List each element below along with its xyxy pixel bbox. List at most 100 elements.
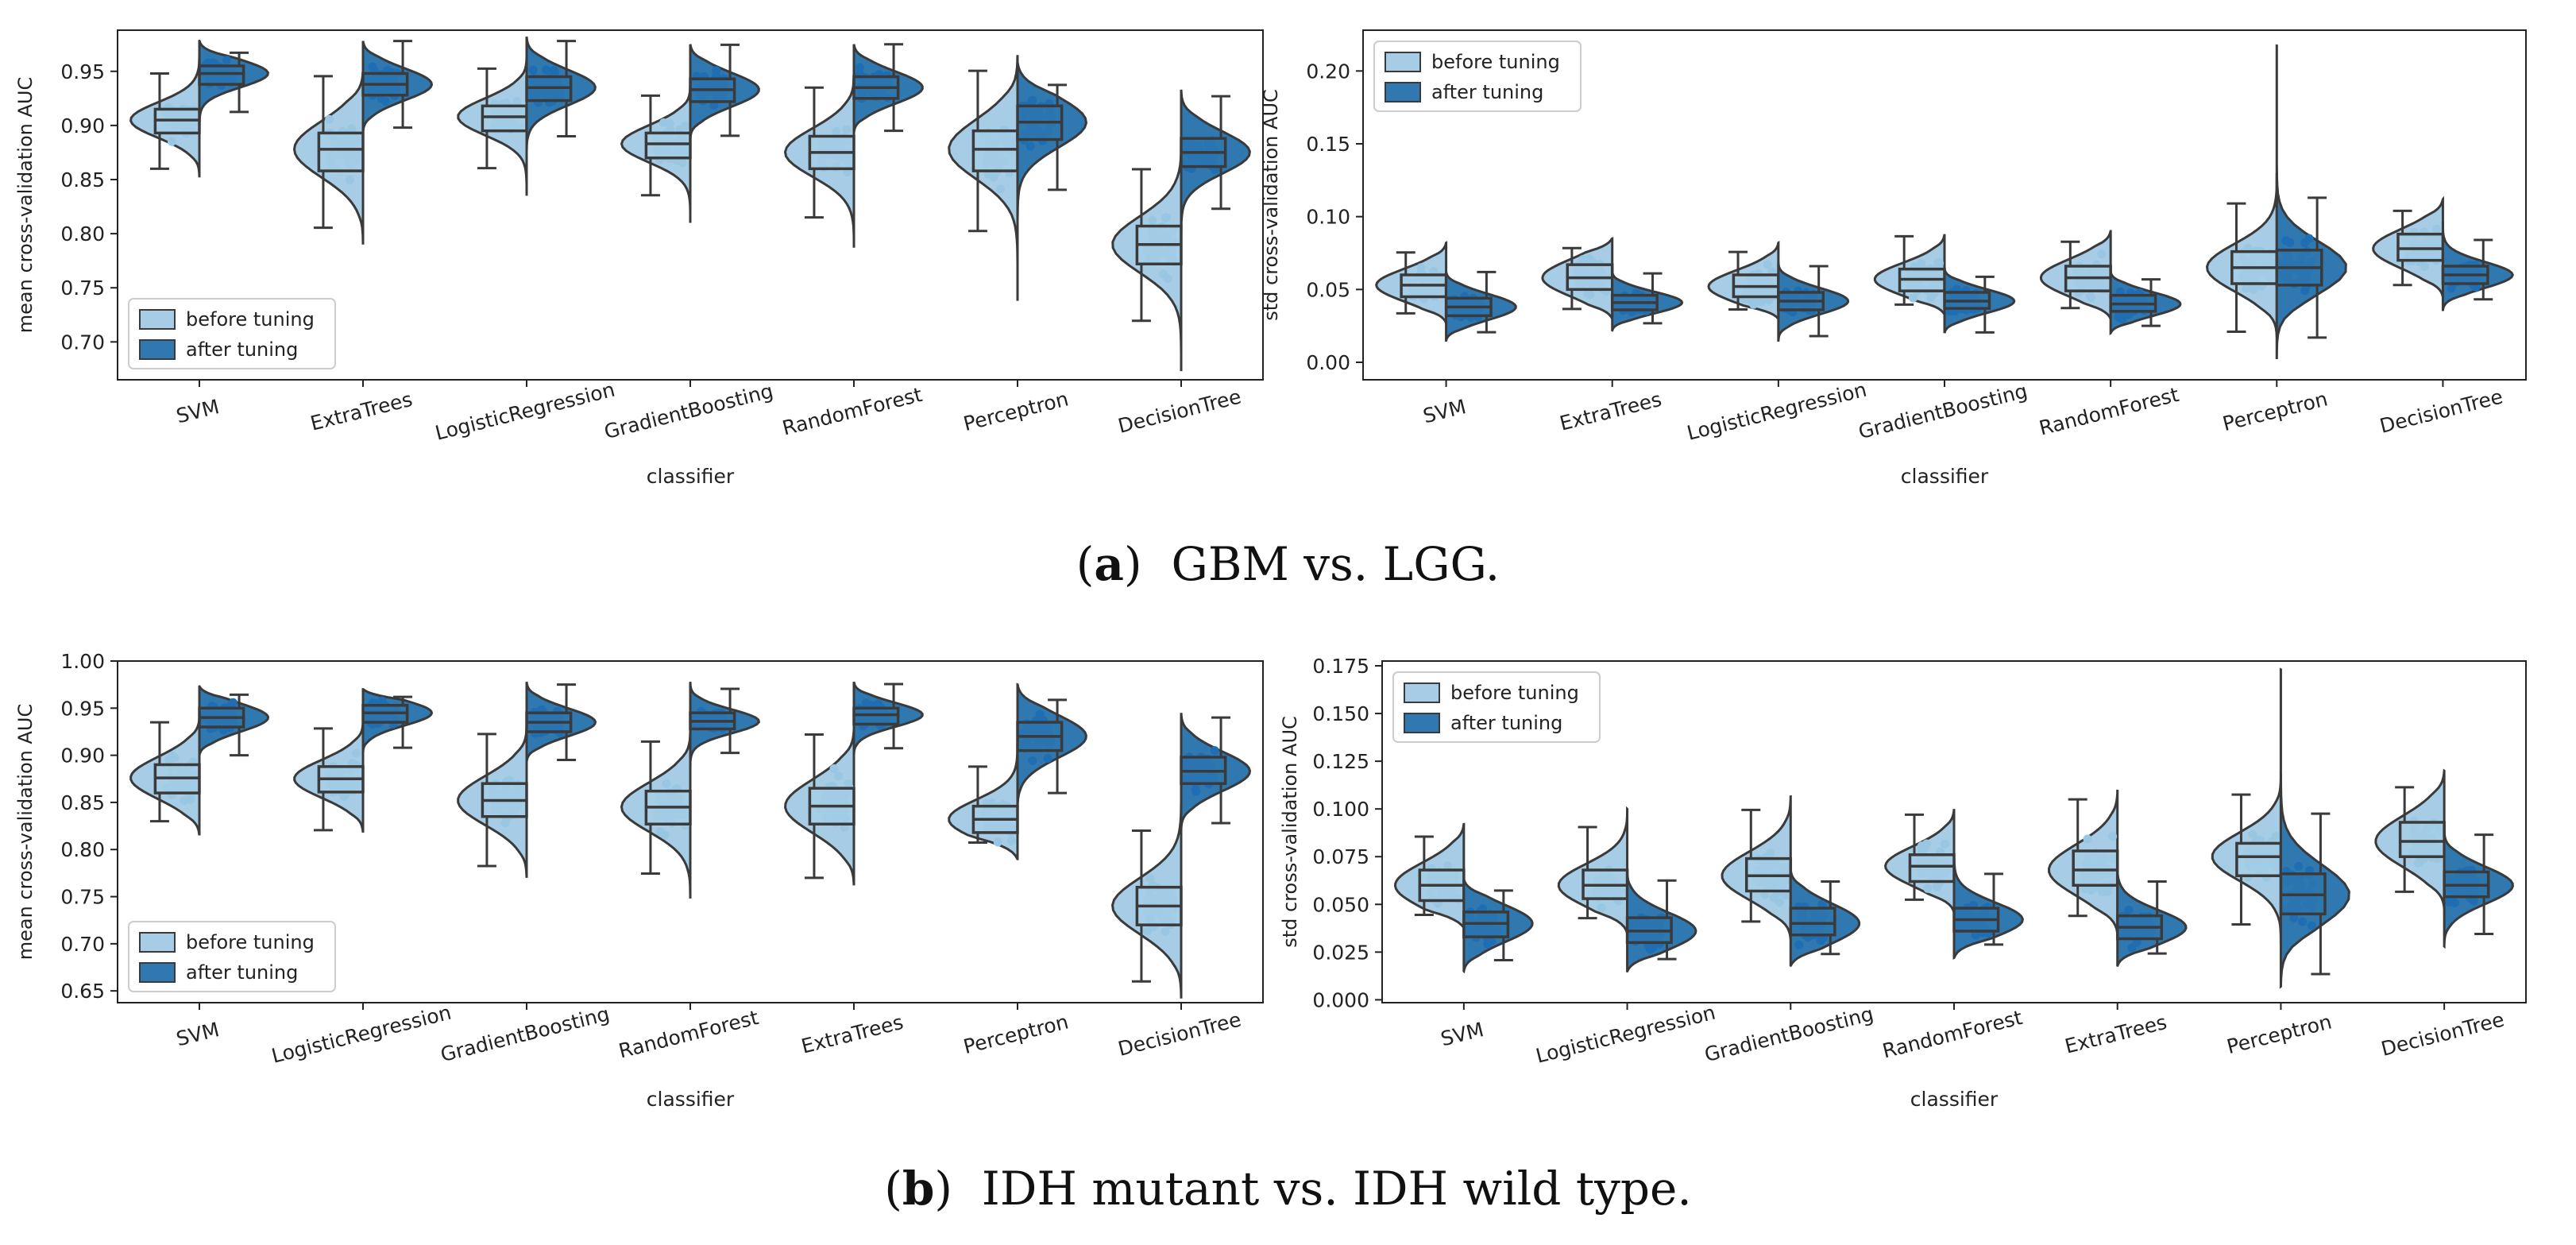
violin-after-Perceptron <box>1016 60 1088 248</box>
strip-point <box>2445 897 2454 907</box>
strip-point <box>351 748 361 758</box>
x-tick-label: LogisticRegression <box>433 378 617 445</box>
box-before-ExtraTrees <box>317 131 365 172</box>
box-before-LogisticRegression <box>481 104 528 133</box>
strip-point <box>528 65 538 75</box>
legend-swatch-before <box>1385 52 1421 72</box>
strip-point <box>1006 836 1016 845</box>
strip-point <box>1161 213 1171 222</box>
x-tick-label: GradientBoosting <box>438 1002 612 1066</box>
y-axis-label: mean cross-validation AUC <box>14 704 37 960</box>
x-tick-label: LogisticRegression <box>1685 378 1869 445</box>
legend: before tuning after tuning <box>1392 671 1601 743</box>
x-tick-label: ExtraTrees <box>2063 1011 2169 1058</box>
strip-point <box>1816 936 1825 945</box>
y-tick-label: 0.05 <box>1306 278 1350 301</box>
legend-label-before: before tuning <box>1450 682 1579 704</box>
strip-point <box>1025 141 1035 151</box>
legend-swatch-before <box>139 932 176 953</box>
strip-point <box>347 124 357 133</box>
legend: before tuning after tuning <box>1373 41 1582 112</box>
y-tick-label: 0.000 <box>1312 988 1369 1011</box>
box-before-Perceptron <box>971 129 1019 172</box>
strip-point <box>1760 890 1770 899</box>
legend-swatch-after <box>139 339 176 360</box>
strip-point <box>2242 284 2250 293</box>
strip-point <box>1932 882 1941 891</box>
x-tick-label: RandomForest <box>1880 1006 2025 1063</box>
y-tick-label: 0.100 <box>1312 798 1369 821</box>
strip-point <box>1917 259 1926 269</box>
legend-swatch-after <box>1404 713 1440 733</box>
y-tick-label: 0.75 <box>60 886 105 909</box>
strip-point <box>1416 263 1426 273</box>
legend-label-before: before tuning <box>186 931 315 953</box>
strip-point <box>2248 829 2257 839</box>
y-tick-label: 0.075 <box>1312 845 1369 868</box>
y-tick-label: 0.95 <box>60 697 105 720</box>
violin-after-Perceptron <box>2275 44 2347 359</box>
strip-point <box>989 172 998 182</box>
x-tick-label: LogisticRegression <box>1534 1001 1718 1068</box>
legend-box <box>128 921 336 992</box>
caption-b-label: b <box>902 1162 935 1216</box>
y-tick-label: 0.20 <box>1306 60 1350 83</box>
strip-point <box>1583 288 1593 298</box>
strip-point <box>1921 839 1931 849</box>
box-after-GradientBoosting <box>1789 907 1836 937</box>
strip-point <box>167 137 176 146</box>
strip-point <box>2087 885 2096 895</box>
strip-point <box>380 97 390 106</box>
chart-a-std: 0.00 0.05 0.10 0.15 0.20 std cross-validation… <box>1260 29 2527 488</box>
strip-point <box>1763 260 1772 269</box>
strip-point <box>2420 262 2429 272</box>
strip-point <box>2298 917 2308 926</box>
y-tick-label: 0.15 <box>1306 133 1350 156</box>
strip-point <box>170 753 180 763</box>
strip-point <box>325 114 334 124</box>
strip-point <box>1210 746 1219 756</box>
y-tick-label: 0.75 <box>60 276 105 300</box>
legend-label-after: after tuning <box>1450 712 1562 734</box>
box-before-Perceptron <box>2235 841 2283 878</box>
strip-point <box>1972 930 1980 940</box>
legend-swatch-after <box>1385 82 1421 102</box>
x-tick-label: SVM <box>1421 395 1469 427</box>
box-after-ExtraTrees <box>852 706 900 726</box>
strip-point <box>2300 286 2310 296</box>
x-tick-label: GradientBoosting <box>1856 379 2030 443</box>
strip-point <box>987 798 996 807</box>
y-tick-label: 0.70 <box>60 331 105 354</box>
strip-point <box>2416 856 2426 865</box>
x-tick-label: LogisticRegression <box>269 1001 454 1068</box>
strip-point <box>655 827 665 837</box>
strip-point <box>829 764 839 773</box>
strip-point <box>1028 756 1037 765</box>
box-before-RandomForest <box>1908 853 1956 883</box>
violin-after-RandomForest <box>1952 847 2024 960</box>
strip-point <box>2118 315 2127 324</box>
x-tick-label: Perceptron <box>961 1010 1071 1058</box>
x-tick-label: RandomForest <box>616 1006 761 1063</box>
chart-b-mean: 0.65 0.70 0.75 0.80 0.85 0.90 0.95 1.00 mean cro… <box>14 650 1264 1111</box>
strip-point <box>855 63 864 72</box>
strip-point <box>186 793 195 802</box>
strip-point <box>1597 903 1606 912</box>
strip-point <box>2083 834 2092 844</box>
x-tick-label: Perceptron <box>2224 1010 2334 1058</box>
violin-after-SVM <box>198 39 269 139</box>
strip-point <box>2300 238 2310 248</box>
y-tick-label: 0.90 <box>60 744 105 767</box>
chart-a-mean: 0.70 0.75 0.80 0.85 0.90 0.95 mean cross-valid… <box>14 29 1264 488</box>
y-tick-label: 0.85 <box>60 791 105 814</box>
strip-point <box>1794 940 1804 949</box>
x-tick-label: ExtraTrees <box>1558 388 1664 435</box>
x-tick-label: SVM <box>1439 1018 1486 1050</box>
y-tick-label: 0.90 <box>60 114 105 137</box>
caption-a-text: GBM vs. LGG. <box>1171 537 1500 591</box>
legend-box <box>128 298 336 369</box>
legend-box <box>1392 671 1601 743</box>
x-tick-label: Perceptron <box>961 387 1071 435</box>
strip-point <box>1161 927 1170 936</box>
